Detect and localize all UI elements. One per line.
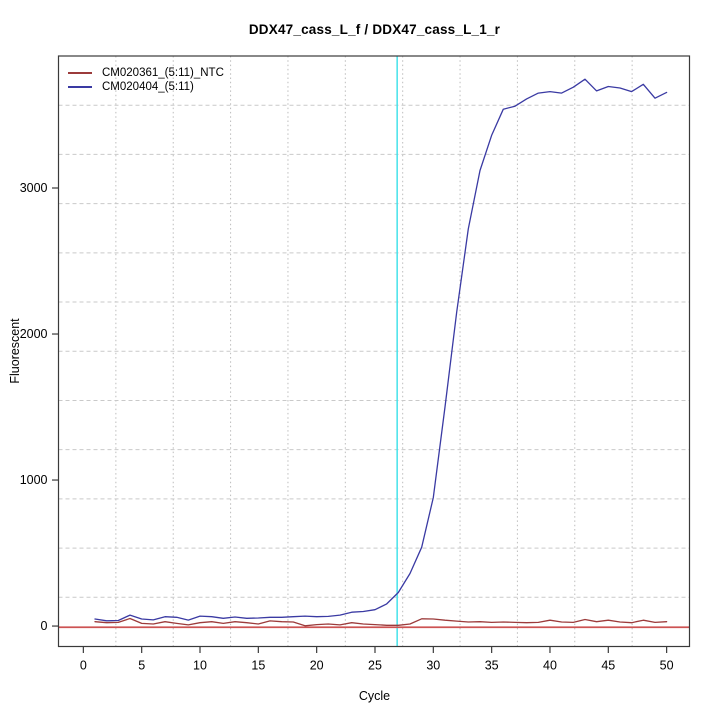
y-tick-label: 3000	[20, 181, 48, 195]
x-tick-label: 5	[138, 659, 145, 673]
ntc-curve	[94, 617, 668, 627]
y-tick-label: 0	[41, 619, 48, 633]
amplification-curve	[94, 78, 668, 622]
x-tick-label: 25	[368, 659, 382, 673]
legend: CM020361_(5:11)_NTC CM020404_(5:11)	[68, 66, 224, 94]
y-axis-title: Fluorescent	[8, 318, 22, 384]
x-tick-label: 20	[310, 659, 324, 673]
x-tick-label: 15	[251, 659, 265, 673]
x-tick-label: 40	[543, 659, 557, 673]
x-tick-label: 10	[193, 659, 207, 673]
x-tick-label: 30	[426, 659, 440, 673]
legend-line-swatch-ntc	[68, 72, 92, 74]
y-tick-label: 1000	[20, 473, 48, 487]
legend-label-ntc: CM020361_(5:11)_NTC	[102, 67, 224, 79]
plot-border	[57, 55, 691, 648]
legend-item-ntc: CM020361_(5:11)_NTC	[68, 66, 224, 80]
legend-label-sample: CM020404_(5:11)	[102, 81, 194, 93]
legend-item-sample: CM020404_(5:11)	[68, 80, 224, 94]
legend-line-swatch-sample	[68, 86, 92, 88]
x-tick-label: 0	[80, 659, 87, 673]
x-tick-label: 45	[601, 659, 615, 673]
y-tick-label: 2000	[20, 327, 48, 341]
x-axis-title: Cycle	[358, 689, 391, 703]
chart-title: DDX47_cass_L_f / DDX47_cass_L_1_r	[248, 22, 501, 37]
x-tick-label: 35	[485, 659, 499, 673]
x-tick-label: 50	[660, 659, 674, 673]
